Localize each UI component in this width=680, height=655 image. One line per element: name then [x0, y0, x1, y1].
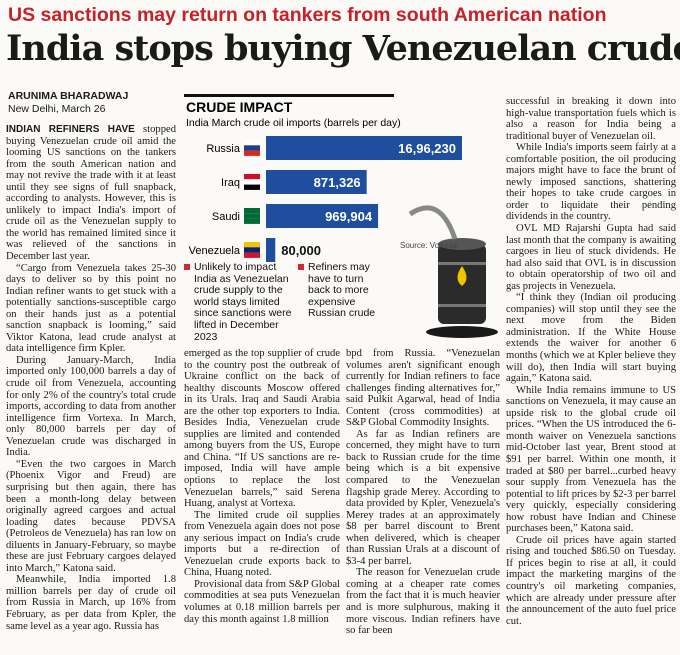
flag: [244, 140, 260, 146]
value-label: 871,326: [314, 175, 361, 190]
paragraph: Meanwhile, India imported 1.8 million ba…: [6, 574, 176, 632]
category-label: Russia: [206, 143, 241, 155]
value-label: 80,000: [281, 243, 321, 258]
category-label: Saudi: [212, 211, 240, 223]
headline: India stops buying Venezuelan crude: [6, 28, 680, 69]
chart-subtitle: India March crude oil imports (barrels p…: [186, 117, 401, 129]
bar: [266, 238, 276, 262]
paragraph: bpd from Russia. “Venezuelan volumes are…: [346, 348, 500, 429]
title-rule: [184, 94, 394, 97]
note-box: Unlikely to impact India as Venezuelan c…: [184, 262, 294, 343]
paragraph: Provisional data from S&P Global commodi…: [184, 579, 340, 625]
paragraph: The reason for Venezuelan crude coming a…: [346, 567, 500, 636]
paragraph: While India remains immune to US sanctio…: [506, 385, 676, 535]
paragraph: During January-March, India imported onl…: [6, 355, 176, 459]
barrel: [408, 205, 498, 338]
byline: ARUNIMA BHARADWAJ New Delhi, March 26: [8, 90, 128, 116]
value-label: 16,96,230: [398, 141, 456, 156]
paragraph-text: Meanwhile, India imported 1.8 million ba…: [6, 574, 176, 632]
author: ARUNIMA BHARADWAJ: [8, 90, 129, 102]
paragraph: “Even the two cargoes in March (Phoenix …: [6, 459, 176, 574]
lead: INDIAN REFINERS HAVE: [6, 124, 135, 135]
column: bpd from Russia. “Venezuelan volumes are…: [346, 348, 500, 652]
dateline: New Delhi, March 26: [8, 103, 106, 115]
paragraph: “Cargo from Venezuela takes 25-30 days t…: [6, 263, 176, 355]
bullet: [184, 264, 190, 270]
column: INDIAN REFINERS HAVE stopped buying Vene…: [6, 124, 176, 652]
paragraph-text: “I think they (Indian oil producing comp…: [506, 292, 676, 385]
column: successful in breaking it down into high…: [506, 96, 676, 652]
flag: [244, 179, 260, 185]
note-box: Refiners may have to turn back to more e…: [298, 262, 376, 320]
bar: [266, 204, 379, 228]
note: Refiners may have to turn back to more e…: [298, 262, 376, 320]
kicker: US sanctions may return on tankers from …: [8, 4, 607, 26]
paragraph-text: “Cargo from Venezuela takes 25-30 days t…: [6, 262, 176, 355]
paragraph: As far as Indian refiners are concerned,…: [346, 429, 500, 568]
paragraph-text: While India's imports seem fairly at a c…: [506, 142, 676, 223]
paragraph-text: The reason for Venezuelan crude coming a…: [346, 567, 500, 637]
flag: [244, 247, 260, 253]
flag: [244, 218, 260, 224]
bar: [266, 136, 462, 160]
flag: [244, 208, 260, 214]
paragraph-text: OVL MD Rajarshi Gupta had said last mont…: [506, 223, 676, 292]
paragraph-text: Provisional data from S&P Global commodi…: [184, 578, 340, 625]
paragraph: INDIAN REFINERS HAVE stopped buying Vene…: [6, 124, 176, 263]
paragraph-text: While India remains immune to US sanctio…: [506, 384, 676, 535]
flag: [244, 252, 260, 258]
paragraph-text: successful in breaking it down into high…: [506, 96, 676, 142]
category-label: Iraq: [221, 177, 240, 189]
flag: [244, 174, 260, 180]
paragraph-text: “Even the two cargoes in March (Phoenix …: [6, 458, 176, 574]
flag: [244, 150, 260, 156]
category-label: Venezuela: [189, 245, 241, 257]
flag: [244, 242, 260, 248]
value-label: 969,904: [325, 209, 373, 224]
paragraph-text: stopped buying Venezuelan crude oil amid…: [6, 124, 176, 263]
paragraph-text: As far as Indian refiners are concerned,…: [346, 428, 500, 567]
paragraph: While India's imports seem fairly at a c…: [506, 142, 676, 223]
paragraph-text: bpd from Russia. “Venezuelan volumes are…: [346, 348, 500, 429]
paragraph-text: The limited crude oil supplies from Vene…: [184, 509, 340, 579]
paragraph: emerged as the top supplier of crude to …: [184, 348, 340, 510]
paragraph-text: emerged as the top supplier of crude to …: [184, 348, 340, 510]
paragraph: “I think they (Indian oil producing comp…: [506, 292, 676, 384]
column: emerged as the top supplier of crude to …: [184, 348, 340, 652]
bullet: [298, 264, 304, 270]
bar: [266, 170, 367, 194]
source: Source: Vortexa: [400, 241, 457, 250]
chart: CRUDE IMPACT India March crude oil impor…: [184, 94, 498, 343]
paragraph-text: During January-March, India imported onl…: [6, 354, 176, 459]
paragraph: The limited crude oil supplies from Vene…: [184, 510, 340, 579]
paragraph-text: Crude oil prices have again started risi…: [506, 534, 676, 627]
note: Unlikely to impact India as Venezuelan c…: [184, 262, 294, 343]
flag: [244, 213, 260, 219]
chart-title: CRUDE IMPACT: [186, 99, 293, 115]
paragraph: Crude oil prices have again started risi…: [506, 535, 676, 627]
flag: [244, 145, 260, 151]
flag: [244, 184, 260, 190]
paragraph: successful in breaking it down into high…: [506, 96, 676, 142]
paragraph: OVL MD Rajarshi Gupta had said last mont…: [506, 223, 676, 292]
